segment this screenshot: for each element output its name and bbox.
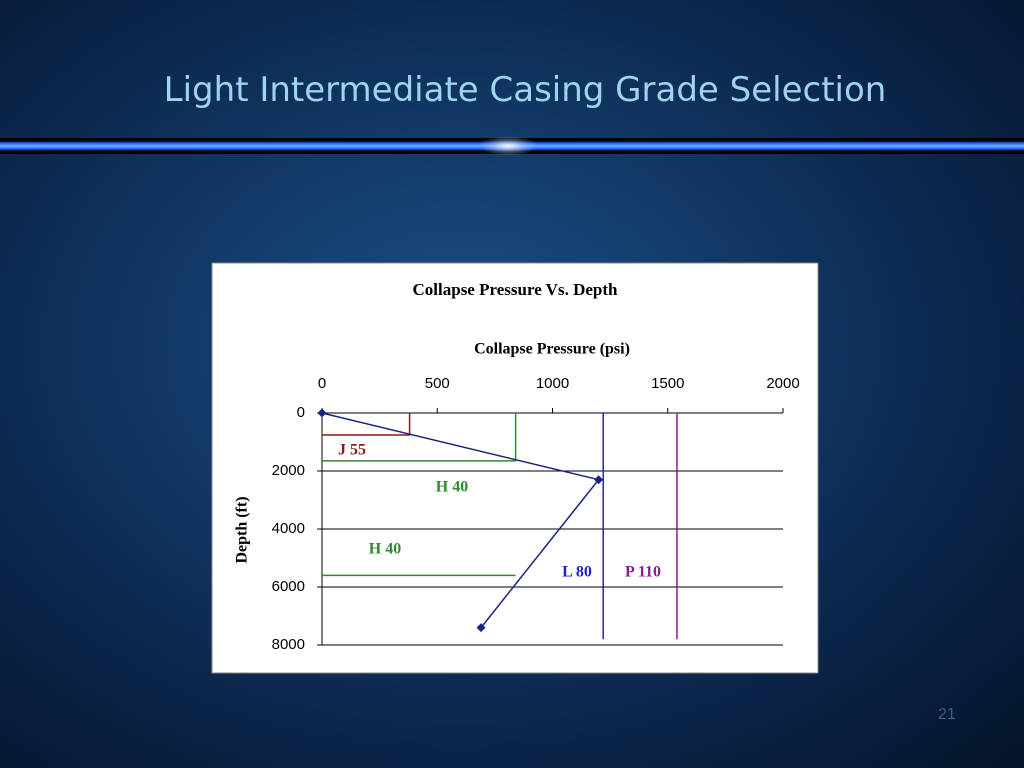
y-tick-label: 2000 (272, 462, 305, 479)
x-axis-label: Collapse Pressure (psi) (474, 341, 630, 358)
y-tick-label: 8000 (272, 636, 305, 653)
y-axis-label: Depth (ft) (234, 496, 251, 563)
x-tick-label: 0 (318, 375, 326, 392)
data-point (317, 408, 327, 418)
x-tick-label: 500 (425, 375, 450, 392)
grade-line (322, 413, 411, 436)
slide-title: Light Intermediate Casing Grade Selectio… (163, 70, 887, 110)
grade-label: P 110 (625, 564, 661, 581)
data-point (476, 623, 486, 633)
chart-title: Collapse Pressure Vs. Depth (413, 280, 619, 299)
y-tick-label: 4000 (272, 520, 305, 537)
grade-label: L 80 (562, 564, 592, 581)
grade-label: J 55 (338, 442, 366, 459)
grade-label: H 40 (369, 541, 401, 558)
grade-line (322, 413, 517, 462)
grade-label: H 40 (436, 479, 468, 496)
y-tick-label: 0 (297, 404, 305, 421)
chart-frame (211, 262, 819, 674)
page-number: 21 (938, 706, 956, 723)
data-point (594, 475, 604, 485)
y-tick-label: 6000 (272, 578, 305, 595)
x-tick-label: 2000 (766, 375, 799, 392)
x-tick-label: 1500 (651, 375, 684, 392)
x-tick-label: 1000 (536, 375, 569, 392)
bar-glow (478, 136, 538, 156)
